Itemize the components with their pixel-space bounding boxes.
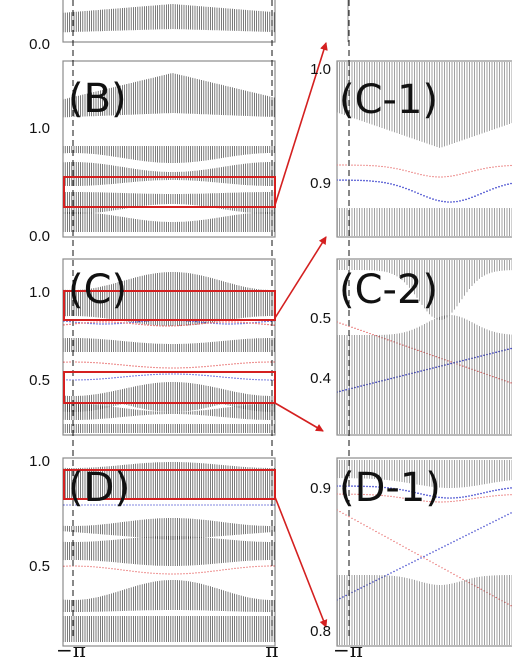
highlight-box-d bbox=[63, 469, 276, 500]
highlight-box-b bbox=[63, 176, 276, 208]
panel-label-c: (C) bbox=[68, 267, 127, 313]
panel-label-c2: (C-2) bbox=[339, 267, 438, 313]
panel-c1-frame bbox=[336, 60, 512, 238]
tick-c2-04: 0.4 bbox=[310, 370, 331, 387]
arrow-b-to-c1 bbox=[274, 42, 328, 206]
tick-a-0: 0.0 bbox=[29, 36, 50, 53]
tick-d-05: 0.5 bbox=[29, 558, 50, 575]
panel-label-d: (D) bbox=[68, 465, 130, 511]
panel-d-bands bbox=[63, 462, 275, 642]
panel-c2-bands bbox=[337, 260, 512, 434]
tick-d-1: 1.0 bbox=[29, 453, 50, 470]
x-label-pi-left: π bbox=[265, 638, 278, 662]
arrow-c-to-c2-bottom bbox=[274, 402, 324, 432]
tick-c-05: 0.5 bbox=[29, 372, 50, 389]
tick-c1-09: 0.9 bbox=[310, 175, 331, 192]
panel-label-d1: (D-1) bbox=[339, 465, 441, 511]
tick-b-0: 0.0 bbox=[29, 228, 50, 245]
panel-label-c1: (C-1) bbox=[339, 77, 438, 123]
panel-a-bands bbox=[63, 4, 275, 33]
highlight-box-c-upper bbox=[63, 290, 276, 321]
tick-c2-05: 0.5 bbox=[310, 310, 331, 327]
x-label-minus-pi-left: −π bbox=[56, 638, 86, 662]
tick-c-1: 1.0 bbox=[29, 284, 50, 301]
tick-d1-08: 0.8 bbox=[310, 623, 331, 640]
tick-c1-1: 1.0 bbox=[310, 61, 331, 78]
highlight-box-c-lower bbox=[63, 371, 276, 404]
panel-c1-bands bbox=[337, 62, 512, 236]
panel-d1-frame bbox=[336, 457, 512, 647]
panel-b-bands bbox=[63, 73, 275, 232]
panel-c-bands bbox=[63, 272, 275, 433]
arrow-c-to-c2-top bbox=[274, 236, 327, 319]
x-label-minus-pi-right: −π bbox=[333, 638, 363, 662]
tick-b-1: 1.0 bbox=[29, 120, 50, 137]
arrow-d-to-d1 bbox=[274, 496, 328, 628]
panel-d1-bands bbox=[337, 460, 512, 645]
band-structure-layer bbox=[63, 4, 512, 645]
panel-label-b: (B) bbox=[68, 76, 127, 122]
tick-d1-09: 0.9 bbox=[310, 480, 331, 497]
